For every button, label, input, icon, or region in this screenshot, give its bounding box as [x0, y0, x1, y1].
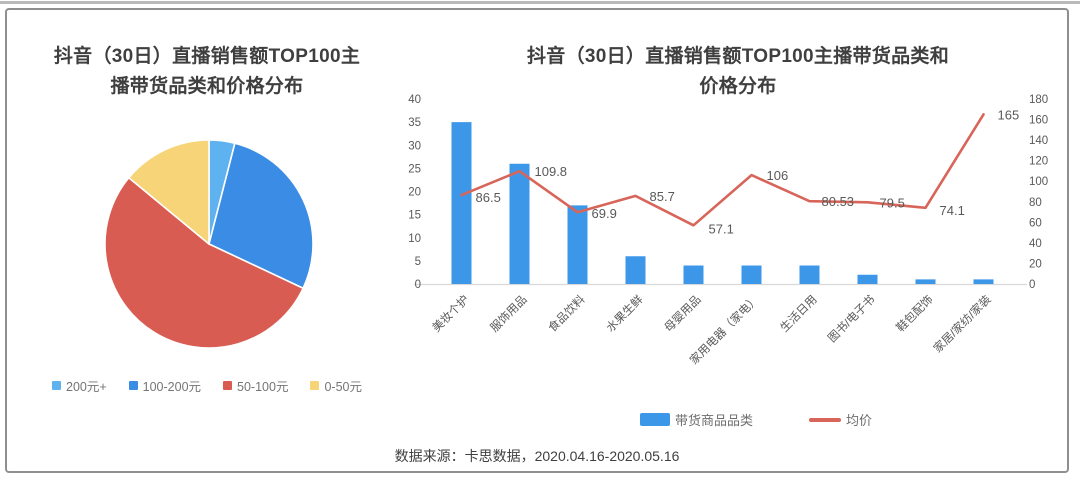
pie-legend: 200元+ 100-200元 50-100元 0-50元 — [7, 376, 407, 395]
pie-legend-label: 200元+ — [66, 380, 107, 394]
category-label-4: 母婴用品 — [662, 293, 704, 335]
pie-legend-item-0: 200元+ — [52, 376, 107, 395]
line-point-label-2: 69.9 — [592, 206, 617, 221]
category-label-2: 食品饮料 — [545, 292, 588, 335]
pie-slice-3 — [128, 139, 210, 245]
line-point-label-8: 74.1 — [940, 203, 965, 218]
pie-chart — [104, 139, 314, 349]
pie-legend-swatch — [223, 381, 233, 390]
category-label-3: 水果生鲜 — [603, 292, 646, 335]
combo-legend: 带货商品品类 均价 — [402, 410, 1080, 429]
line-point-label-3: 85.7 — [650, 189, 675, 204]
bar-5 — [741, 265, 762, 284]
bar-0 — [451, 122, 472, 284]
bar-2 — [567, 205, 588, 284]
line-point-label-6: 80.53 — [822, 194, 855, 209]
pie-legend-swatch — [52, 381, 61, 390]
bar-legend-swatch — [639, 413, 670, 426]
bar-7 — [857, 274, 878, 284]
right-axis-tick-label: 160 — [1029, 115, 1048, 127]
left-axis-tick-label: 0 — [415, 279, 421, 291]
category-label-8: 鞋包配饰 — [893, 292, 935, 334]
category-label-9: 家居/家纺/家装 — [930, 292, 994, 356]
category-label-1: 服饰用品 — [487, 292, 529, 334]
combo-chart-title-line2: 价格分布 — [699, 76, 777, 97]
line-point-label-1: 109.8 — [535, 164, 568, 179]
bar-8 — [915, 279, 936, 284]
right-axis-tick-label: 120 — [1029, 156, 1048, 168]
right-axis-tick-label: 80 — [1029, 197, 1042, 209]
line-point-label-4: 57.1 — [709, 221, 734, 236]
pie-legend-label: 50-100元 — [237, 380, 289, 394]
top-divider — [0, 1, 1080, 4]
right-axis-tick-label: 20 — [1029, 258, 1042, 270]
pie-chart-title-line1: 抖音（30日）直播销售额TOP100主 — [53, 46, 361, 67]
right-axis-tick-label: 0 — [1029, 279, 1035, 291]
left-axis-tick-label: 20 — [408, 187, 421, 199]
pie-chart-title: 抖音（30日）直播销售额TOP100主 播带货品类和价格分布 — [7, 22, 407, 102]
left-axis-tick-label: 10 — [408, 233, 421, 245]
category-label-0: 美妆个护 — [429, 292, 471, 334]
pie-legend-label: 100-200元 — [142, 380, 202, 394]
combo-legend-item-0: 带货商品品类 — [639, 410, 753, 429]
left-axis-tick-label: 30 — [408, 140, 421, 152]
combo-chart-panel: 抖音（30日）直播销售额TOP100主播带货品类和 价格分布 0 5 10 15 20 2… — [402, 22, 1074, 468]
combo-chart-title: 抖音（30日）直播销售额TOP100主播带货品类和 价格分布 — [402, 22, 1074, 102]
combo-chart-title-line1: 抖音（30日）直播销售额TOP100主播带货品类和 — [526, 46, 950, 67]
category-label-7: 图书/电子书 — [826, 293, 878, 345]
pie-legend-label: 0-50元 — [324, 380, 362, 394]
combo-legend-label: 均价 — [846, 413, 873, 428]
pie-legend-item-1: 100-200元 — [128, 376, 202, 395]
pie-legend-item-2: 50-100元 — [223, 376, 288, 395]
bar-4 — [683, 265, 704, 284]
right-axis-tick-label: 140 — [1029, 135, 1048, 147]
left-axis-tick-label: 35 — [408, 117, 421, 129]
bar-1 — [509, 163, 530, 284]
left-axis-tick-label: 40 — [408, 94, 421, 106]
right-axis-tick-label: 60 — [1029, 217, 1042, 229]
pie-legend-swatch — [128, 381, 138, 390]
left-axis-tick-label: 15 — [408, 210, 421, 222]
combo-legend-item-1: 均价 — [809, 410, 872, 429]
left-axis-tick-label: 5 — [415, 256, 421, 268]
report-card: 抖音（30日）直播销售额TOP100主 播带货品类和价格分布 200元+ 100-… — [5, 8, 1069, 473]
right-axis-tick-label: 40 — [1029, 238, 1042, 250]
pie-chart-panel: 抖音（30日）直播销售额TOP100主 播带货品类和价格分布 200元+ 100-… — [7, 22, 407, 462]
source-note: 数据来源：卡思数据，2020.04.16-2020.05.16 — [394, 448, 680, 464]
pie-slice-2 — [104, 176, 304, 349]
right-axis-tick-label: 100 — [1029, 176, 1048, 188]
line-legend-swatch — [809, 417, 841, 422]
pie-chart-title-line2: 播带货品类和价格分布 — [110, 76, 304, 97]
right-axis-tick-label: 180 — [1029, 94, 1048, 106]
bar-3 — [625, 256, 646, 284]
line-point-label-9: 165 — [998, 107, 1020, 122]
bar-6 — [799, 265, 820, 284]
pie-legend-item-3: 0-50元 — [310, 376, 362, 395]
pie-slice-1 — [208, 142, 314, 290]
combo-chart: 0 5 10 15 20 25 30 35 40 0 20 40 60 80 100 120 140 160 180… — [408, 94, 1048, 367]
pie-legend-swatch — [310, 381, 320, 390]
category-label-6: 生活日用 — [777, 292, 819, 334]
avg-price-line — [460, 113, 985, 227]
line-point-label-5: 106 — [767, 168, 789, 183]
bar-9 — [973, 279, 994, 284]
line-point-label-0: 86.5 — [476, 190, 501, 205]
left-axis-tick-label: 25 — [408, 163, 421, 175]
combo-legend-label: 带货商品品类 — [674, 413, 753, 428]
line-point-label-7: 79.5 — [880, 195, 905, 210]
